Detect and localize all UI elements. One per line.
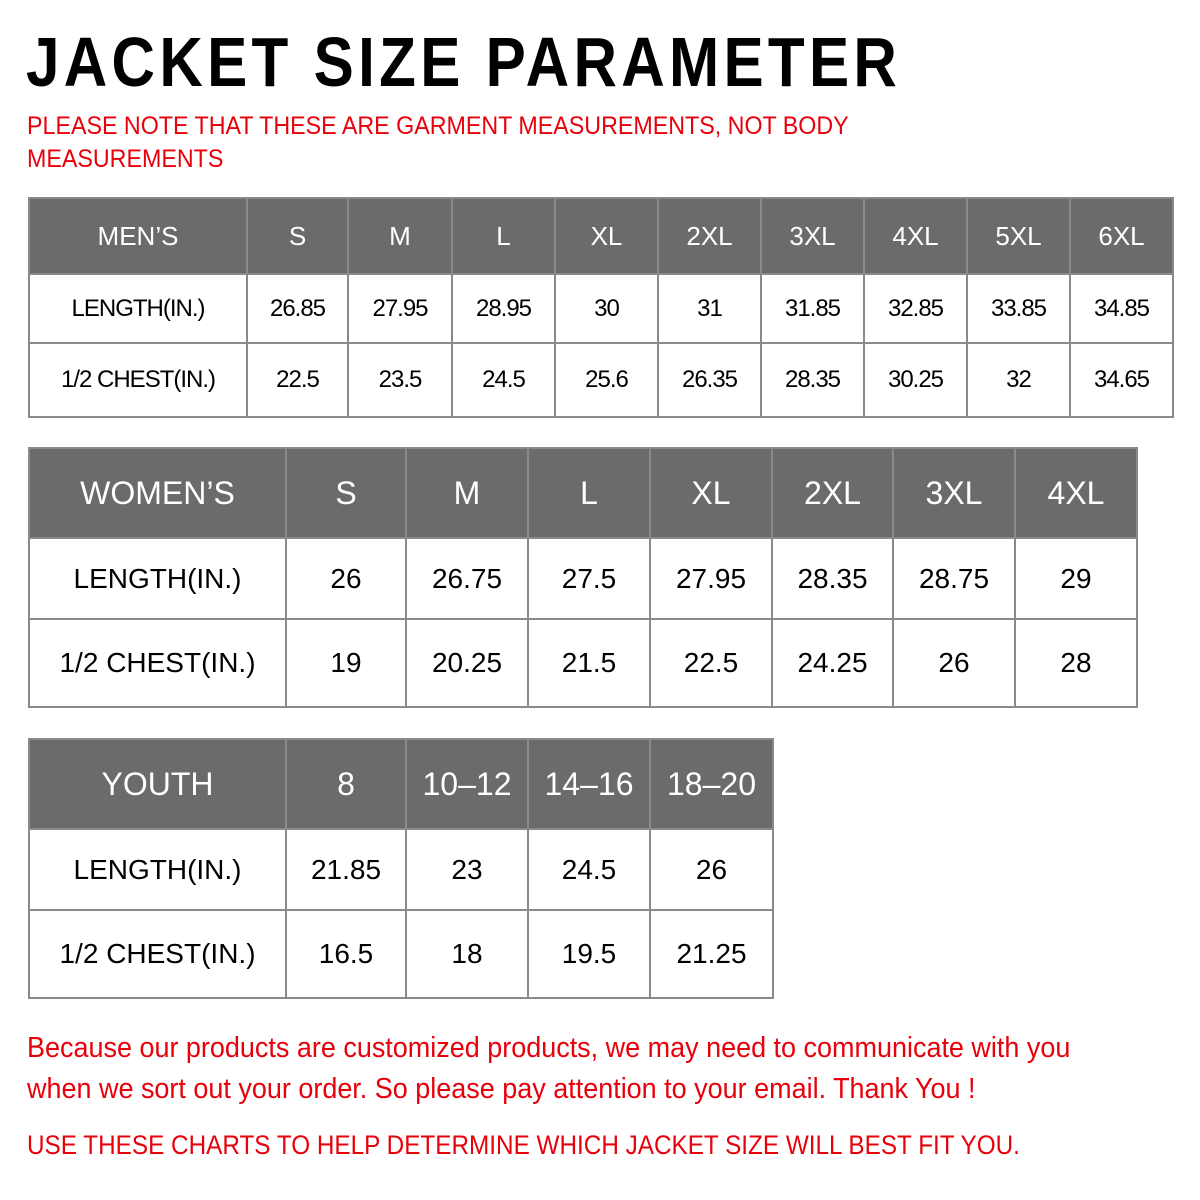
size-header-cell: 2XL (771, 447, 894, 539)
table-category-label: YOUTH (28, 738, 287, 830)
measurement-note: PLEASE NOTE THAT THESE ARE GARMENT MEASU… (27, 112, 849, 173)
size-header-cell: 8 (285, 738, 407, 830)
measurement-label: 1/2 CHEST(IN.) (28, 618, 287, 708)
measurement-cell: 23.5 (347, 342, 453, 418)
measurement-cell: 26.75 (405, 537, 529, 620)
measurement-cell: 26 (285, 537, 407, 620)
table-row: 1/2 CHEST(IN.) 22.5 23.5 24.5 25.6 26.35 28.35… (28, 342, 1174, 418)
size-header-cell: M (405, 447, 529, 539)
measurement-cell: 27.5 (527, 537, 651, 620)
measurement-cell: 33.85 (966, 273, 1071, 344)
size-header-cell: L (527, 447, 651, 539)
size-header-cell: 10–12 (405, 738, 529, 830)
womens-size-table: WOMEN’S S M L XL 2XL 3XL 4XL LENGTH(IN.) 26 26.75 2… (28, 447, 1138, 708)
measurement-cell: 30 (554, 273, 659, 344)
measurement-cell: 28 (1014, 618, 1138, 708)
measurement-cell: 24.5 (527, 828, 651, 911)
table-row: LENGTH(IN.) 26.85 27.95 28.95 30 31 31.85 32.85… (28, 273, 1174, 344)
measurement-cell: 32 (966, 342, 1071, 418)
measurement-label: LENGTH(IN.) (28, 537, 287, 620)
measurement-cell: 34.65 (1069, 342, 1174, 418)
measurement-cell: 30.25 (863, 342, 968, 418)
measurement-cell: 32.85 (863, 273, 968, 344)
table-row: 1/2 CHEST(IN.) 19 20.25 21.5 22.5 24.25 26 28 (28, 618, 1138, 708)
table-row: LENGTH(IN.) 21.85 23 24.5 26 (28, 828, 774, 911)
size-header-cell: 5XL (966, 197, 1071, 275)
size-header-cell: 6XL (1069, 197, 1174, 275)
size-header-cell: S (246, 197, 349, 275)
measurement-cell: 16.5 (285, 909, 407, 999)
size-header-cell: 2XL (657, 197, 762, 275)
table-header-row: YOUTH 8 10–12 14–16 18–20 (28, 738, 774, 830)
table-header-row: WOMEN’S S M L XL 2XL 3XL 4XL (28, 447, 1138, 539)
size-chart-cta: USE THESE CHARTS TO HELP DETERMINE WHICH… (27, 1130, 1020, 1160)
customization-message: Because our products are customized prod… (27, 1028, 1070, 1110)
measurement-cell: 25.6 (554, 342, 659, 418)
measurement-cell: 24.5 (451, 342, 556, 418)
size-header-cell: 3XL (892, 447, 1016, 539)
size-header-cell: 14–16 (527, 738, 651, 830)
measurement-cell: 19 (285, 618, 407, 708)
measurement-cell: 21.85 (285, 828, 407, 911)
table-row: LENGTH(IN.) 26 26.75 27.5 27.95 28.35 28.75 29 (28, 537, 1138, 620)
measurement-cell: 26.35 (657, 342, 762, 418)
measurement-label: 1/2 CHEST(IN.) (28, 342, 248, 418)
measurement-cell: 24.25 (771, 618, 894, 708)
measurement-cell: 27.95 (347, 273, 453, 344)
size-header-cell: XL (554, 197, 659, 275)
measurement-cell: 31 (657, 273, 762, 344)
table-category-label: WOMEN’S (28, 447, 287, 539)
size-header-cell: 3XL (760, 197, 865, 275)
size-header-cell: L (451, 197, 556, 275)
measurement-cell: 34.85 (1069, 273, 1174, 344)
size-header-cell: XL (649, 447, 773, 539)
customization-message-line-2: when we sort out your order. So please p… (27, 1073, 976, 1105)
table-category-label: MEN’S (28, 197, 248, 275)
youth-size-table: YOUTH 8 10–12 14–16 18–20 LENGTH(IN.) 21.85 23 2… (28, 738, 774, 999)
size-header-cell: 18–20 (649, 738, 774, 830)
measurement-cell: 21.5 (527, 618, 651, 708)
measurement-cell: 20.25 (405, 618, 529, 708)
measurement-cell: 28.35 (760, 342, 865, 418)
measurement-cell: 27.95 (649, 537, 773, 620)
measurement-cell: 28.35 (771, 537, 894, 620)
measurement-cell: 31.85 (760, 273, 865, 344)
customization-message-line-1: Because our products are customized prod… (27, 1032, 1071, 1064)
measurement-cell: 26 (892, 618, 1016, 708)
size-header-cell: M (347, 197, 453, 275)
size-header-cell: 4XL (863, 197, 968, 275)
measurement-cell: 26.85 (246, 273, 349, 344)
measurement-cell: 21.25 (649, 909, 774, 999)
measurement-label: LENGTH(IN.) (28, 273, 248, 344)
page-title: JACKET SIZE PARAMETER (26, 23, 902, 101)
measurement-cell: 22.5 (246, 342, 349, 418)
measurement-cell: 19.5 (527, 909, 651, 999)
measurement-cell: 22.5 (649, 618, 773, 708)
measurement-cell: 23 (405, 828, 529, 911)
measurement-cell: 18 (405, 909, 529, 999)
mens-size-table: MEN’S S M L XL 2XL 3XL 4XL 5XL 6XL LENGTH(IN.) 26.8… (28, 197, 1174, 418)
table-row: 1/2 CHEST(IN.) 16.5 18 19.5 21.25 (28, 909, 774, 999)
size-header-cell: S (285, 447, 407, 539)
measurement-cell: 29 (1014, 537, 1138, 620)
measurement-cell: 26 (649, 828, 774, 911)
measurement-label: LENGTH(IN.) (28, 828, 287, 911)
size-header-cell: 4XL (1014, 447, 1138, 539)
table-header-row: MEN’S S M L XL 2XL 3XL 4XL 5XL 6XL (28, 197, 1174, 275)
measurement-cell: 28.95 (451, 273, 556, 344)
measurement-cell: 28.75 (892, 537, 1016, 620)
measurement-label: 1/2 CHEST(IN.) (28, 909, 287, 999)
